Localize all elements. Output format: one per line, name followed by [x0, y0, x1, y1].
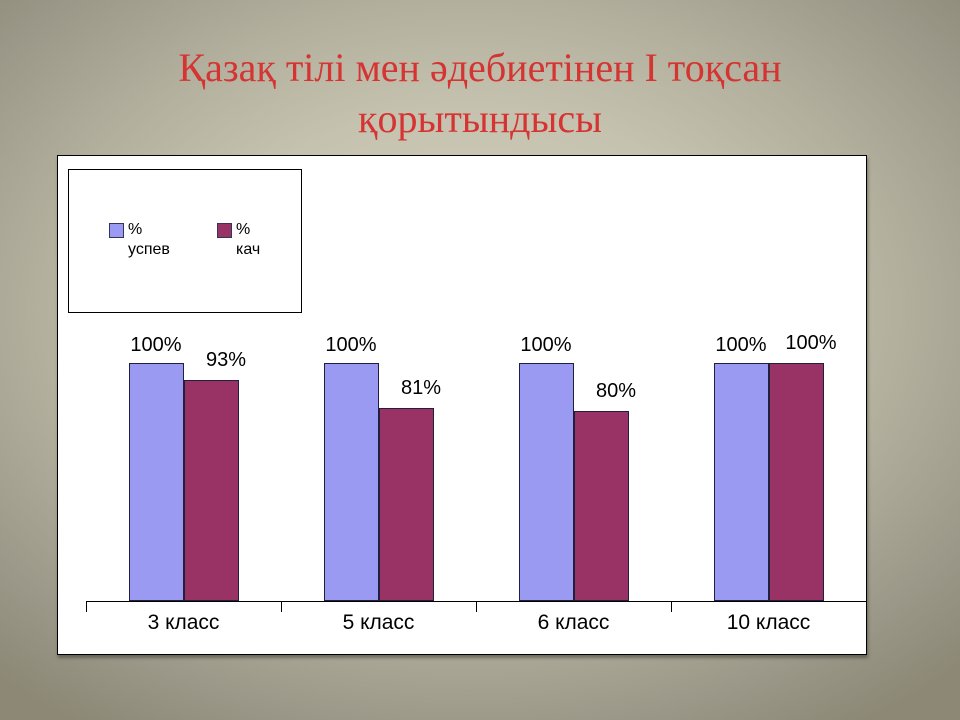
legend-swatch: [217, 223, 232, 238]
axis-tick: [866, 601, 867, 612]
bar-series-0: [323, 363, 379, 601]
category-label: 6 класс: [537, 611, 610, 634]
legend-label-line1: %: [236, 221, 251, 238]
title-line-2: қорытындысы: [358, 96, 602, 141]
legend-box: % успев% кач: [68, 169, 302, 313]
plot-area: 100% 93% 3 класс 100% 81% 5 класс 100% 80% 6 кла…: [58, 156, 867, 654]
bar-series-1: [573, 411, 629, 601]
bar-value-label: 80%: [595, 380, 637, 402]
bar-series-0: [713, 363, 769, 601]
bar-series-0: [128, 363, 184, 601]
legend-label: % кач: [236, 220, 260, 260]
bar-series-1: [768, 363, 824, 601]
bar-value-label: 100%: [130, 334, 182, 356]
title-line-1: Қазақ тілі мен әдебиетінен І тоқсан: [178, 45, 782, 90]
bar-value-label: 93%: [205, 349, 247, 371]
bar-value-label: 100%: [785, 332, 837, 354]
axis-tick: [476, 601, 477, 612]
legend-item: % успев: [109, 220, 170, 260]
axis-tick: [281, 601, 282, 612]
bar-series-0: [518, 363, 574, 601]
legend-label-line2: успев: [128, 241, 170, 258]
legend-swatch: [109, 223, 124, 238]
bar-series-1: [183, 380, 239, 601]
legend-item: % кач: [217, 220, 260, 260]
chart-panel: 100% 93% 3 класс 100% 81% 5 класс 100% 80% 6 кла…: [57, 155, 867, 655]
bar-value-label: 100%: [520, 334, 572, 356]
bar-series-1: [378, 408, 434, 601]
category-label: 3 класс: [147, 611, 220, 634]
bar-value-label: 100%: [715, 334, 767, 356]
axis-tick: [86, 601, 87, 612]
legend-label-line2: кач: [236, 241, 261, 258]
bar-value-label: 81%: [400, 377, 442, 399]
bar-value-label: 100%: [325, 334, 377, 356]
page-title: Қазақ тілі мен әдебиетінен І тоқсан қоры…: [0, 42, 960, 144]
category-label: 5 класс: [342, 611, 415, 634]
legend-label: % успев: [128, 220, 170, 260]
axis-tick: [671, 601, 672, 612]
legend-label-line1: %: [128, 221, 143, 238]
category-label: 10 класс: [726, 611, 811, 634]
